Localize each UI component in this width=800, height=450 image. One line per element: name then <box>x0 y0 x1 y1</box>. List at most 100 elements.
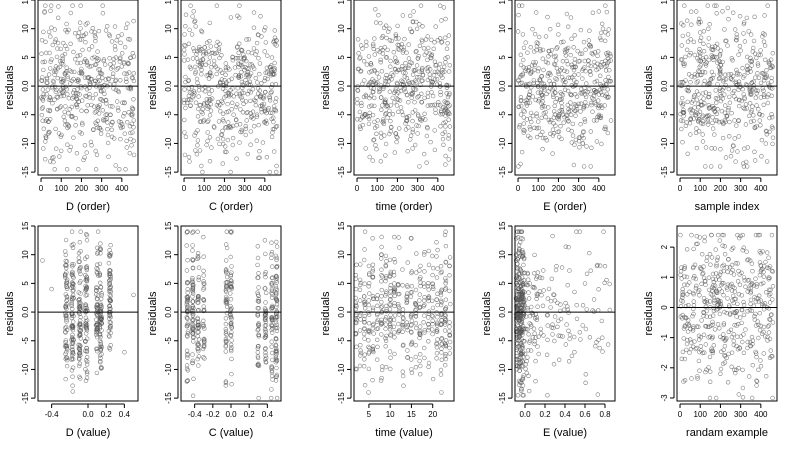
data-point <box>763 128 769 134</box>
data-point <box>698 344 703 349</box>
data-point <box>578 109 583 114</box>
data-point <box>554 66 560 71</box>
data-point <box>79 120 85 126</box>
data-point <box>439 346 444 351</box>
y-tick-label: 5 <box>21 55 30 60</box>
data-point <box>404 115 410 120</box>
data-point <box>357 124 363 129</box>
data-point <box>224 242 229 247</box>
data-point <box>254 95 259 100</box>
data-point <box>558 123 563 129</box>
data-point <box>70 245 76 251</box>
data-point <box>426 262 432 268</box>
data-point <box>700 132 705 137</box>
data-point <box>588 129 593 134</box>
data-point <box>358 343 363 348</box>
data-point <box>579 133 585 139</box>
data-point <box>586 58 591 64</box>
data-point <box>535 41 541 46</box>
data-point <box>367 291 372 296</box>
data-point <box>64 363 70 369</box>
data-point <box>697 109 703 115</box>
data-point <box>757 118 762 123</box>
data-point <box>113 163 118 168</box>
data-point <box>565 88 571 94</box>
data-point <box>254 138 259 143</box>
data-point <box>439 39 445 44</box>
data-point <box>578 86 584 92</box>
data-point <box>691 39 697 45</box>
data-point <box>116 34 121 39</box>
data-point <box>77 296 82 302</box>
data-point <box>77 361 83 366</box>
data-point <box>703 61 708 67</box>
data-point <box>694 89 700 94</box>
data-point <box>559 107 564 113</box>
data-point <box>71 288 76 293</box>
data-point <box>107 303 112 309</box>
data-point <box>413 321 419 326</box>
data-point <box>201 273 206 278</box>
data-point <box>539 93 545 98</box>
x-tick-label: 100 <box>532 184 546 193</box>
data-point <box>538 132 543 138</box>
y-tick-label: -10 <box>337 137 346 149</box>
data-point <box>108 103 113 109</box>
data-point <box>77 259 82 264</box>
data-point <box>230 100 235 106</box>
data-point <box>569 140 574 145</box>
data-point <box>422 345 427 351</box>
data-point <box>246 74 251 80</box>
data-point <box>737 71 742 77</box>
data-point <box>186 78 191 83</box>
data-point <box>40 105 46 110</box>
data-point <box>539 80 544 86</box>
data-point <box>241 90 246 96</box>
data-point <box>98 301 103 306</box>
data-point <box>358 126 363 132</box>
data-point <box>67 148 72 153</box>
data-point <box>55 46 60 51</box>
data-point <box>608 53 613 59</box>
data-point <box>217 41 222 47</box>
data-point <box>395 23 400 29</box>
data-point <box>410 92 415 97</box>
data-point <box>92 30 97 35</box>
data-point <box>228 87 233 93</box>
data-point <box>99 317 104 322</box>
y-tick-label: -15 <box>164 166 173 178</box>
data-point <box>607 281 612 287</box>
data-point <box>559 136 564 142</box>
data-point <box>43 118 48 124</box>
data-point <box>765 94 770 100</box>
data-point <box>430 314 435 319</box>
data-point <box>709 53 714 58</box>
data-point <box>238 107 243 112</box>
data-point <box>741 332 746 337</box>
data-point <box>590 10 596 16</box>
data-point <box>540 99 545 104</box>
data-point <box>274 244 280 249</box>
data-point <box>130 130 135 135</box>
data-point <box>759 70 765 76</box>
data-point <box>584 103 589 109</box>
data-point <box>206 118 211 123</box>
data-point <box>735 72 740 77</box>
data-point <box>592 90 598 95</box>
data-point <box>741 21 747 27</box>
data-point <box>79 108 84 113</box>
data-point <box>201 355 206 360</box>
data-point <box>223 349 229 354</box>
data-point <box>237 55 243 61</box>
data-point <box>214 43 219 49</box>
data-point <box>198 58 203 63</box>
data-point <box>440 75 445 80</box>
data-point <box>698 63 703 68</box>
data-point <box>685 39 691 44</box>
data-point <box>720 135 726 141</box>
y-axis-label: residuals <box>147 291 159 336</box>
data-point <box>234 91 239 96</box>
data-point <box>388 312 393 318</box>
data-point <box>591 118 597 123</box>
